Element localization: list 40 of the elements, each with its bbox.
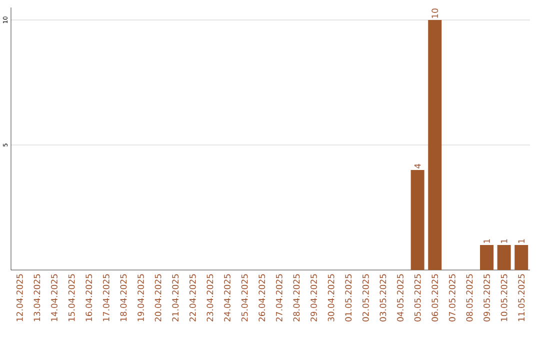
bar xyxy=(480,245,494,270)
x-tick-label: 19.04.2025 xyxy=(138,274,144,322)
x-tick-label: 28.04.2025 xyxy=(293,274,300,322)
bar xyxy=(514,245,528,270)
data-label: 1 xyxy=(484,239,490,243)
x-tick-label: 14.04.2025 xyxy=(51,274,58,322)
x-tick-label: 13.04.2025 xyxy=(34,274,40,322)
data-label: 4 xyxy=(414,164,421,168)
x-tick-label: 02.05.2025 xyxy=(362,274,369,322)
x-tick-label: 01.05.2025 xyxy=(345,274,352,322)
x-tick-label: 18.04.2025 xyxy=(120,274,127,322)
x-tick-label: 10.05.2025 xyxy=(500,274,508,322)
x-tick-label: 11.05.2025 xyxy=(518,274,525,322)
x-tick-label: 27.04.2025 xyxy=(276,274,282,322)
x-tick-label: 08.05.2025 xyxy=(466,274,473,322)
x-tick-label: 06.05.2025 xyxy=(432,274,438,322)
x-tick-label: 26.04.2025 xyxy=(258,274,266,322)
x-tick-label: 25.04.2025 xyxy=(241,274,248,322)
x-tick-label: 30.04.2025 xyxy=(328,274,334,322)
bar xyxy=(410,170,424,270)
x-tick-label: 22.04.2025 xyxy=(189,274,196,322)
x-tick-label: 09.05.2025 xyxy=(484,274,490,322)
x-tick-label: 29.04.2025 xyxy=(310,274,317,322)
bar xyxy=(497,245,511,270)
x-tick-label: 17.04.2025 xyxy=(102,274,110,322)
x-tick-label: 23.04.2025 xyxy=(206,274,214,322)
x-tick-label: 21.04.2025 xyxy=(172,274,179,322)
data-label: 10 xyxy=(432,8,438,18)
bar xyxy=(428,20,442,270)
data-label: 1 xyxy=(518,239,524,243)
x-tick-label: 24.04.2025 xyxy=(224,274,230,322)
x-tick-label: 15.04.2025 xyxy=(68,274,75,322)
x-tick-label: 16.04.2025 xyxy=(86,274,92,322)
x-tick-label: 07.05.2025 xyxy=(448,274,456,322)
x-tick-label: 03.05.2025 xyxy=(380,274,386,322)
x-tick-label: 12.04.2025 xyxy=(16,274,23,322)
x-tick-label: 04.05.2025 xyxy=(397,274,404,322)
x-tick-label: 05.05.2025 xyxy=(414,274,421,322)
x-tick-label: 20.04.2025 xyxy=(154,274,162,322)
data-label: 1 xyxy=(500,239,508,243)
